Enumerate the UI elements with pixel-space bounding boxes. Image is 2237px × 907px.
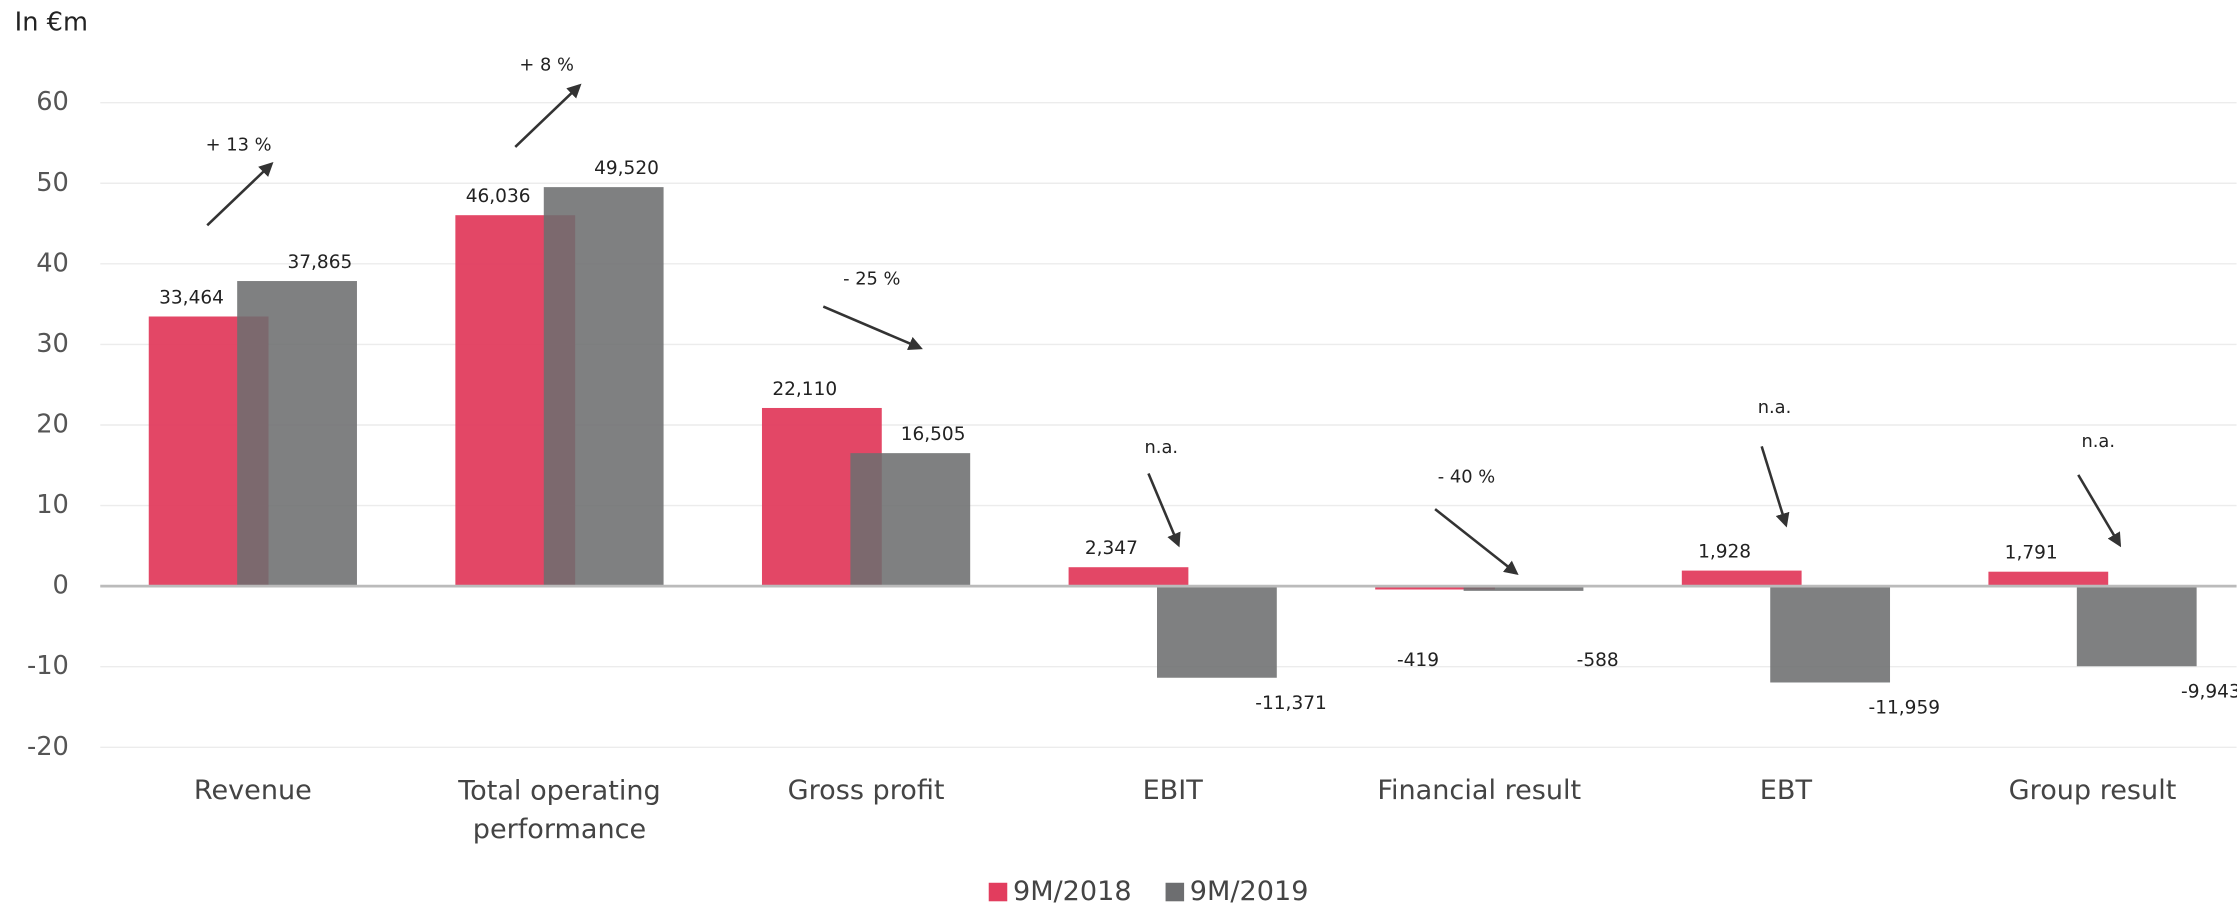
arrow	[514, 83, 582, 148]
arrow	[1147, 472, 1181, 548]
data-label: -9,943	[2181, 681, 2237, 702]
bar	[1375, 586, 1495, 590]
bar	[543, 187, 664, 587]
bar	[1770, 586, 1891, 683]
y-tick-label: 50	[36, 168, 69, 198]
data-label: 1,928	[1698, 542, 1751, 563]
x-tick-label: Revenue	[194, 775, 312, 806]
x-tick-label: EBIT	[1143, 775, 1204, 806]
annotation: n.a.	[1758, 397, 1792, 418]
bar	[1988, 571, 2109, 587]
data-label: -11,959	[1869, 698, 1940, 719]
y-axis-label: In €m	[15, 7, 88, 37]
legend-label: 9M/2019	[1190, 876, 1309, 907]
arrow	[206, 162, 274, 227]
x-tick-label: Gross profit	[788, 775, 945, 806]
annotations: + 13 % + 8 % - 25 % n.a. - 40 % n.a. n.a…	[206, 55, 2122, 576]
bar	[1068, 567, 1189, 587]
y-tick-label: 30	[36, 329, 69, 359]
y-tick-label: -20	[27, 732, 69, 762]
annotation: n.a.	[1145, 437, 1179, 458]
annotation: - 25 %	[843, 269, 900, 290]
y-tick-label: -10	[27, 651, 69, 681]
data-label: 2,347	[1085, 538, 1138, 559]
data-label: 46,036	[466, 186, 531, 207]
x-tick-label: Financial result	[1377, 775, 1581, 806]
x-tick-label: EBT	[1760, 775, 1813, 806]
bar	[1463, 586, 1584, 591]
arrow	[822, 305, 923, 351]
x-tick-label: Group result	[2009, 775, 2177, 806]
bar	[1157, 586, 1277, 678]
bar	[850, 453, 971, 587]
y-tick-label: 0	[53, 571, 69, 601]
annotation: + 13 %	[206, 134, 272, 155]
arrow	[1434, 508, 1519, 576]
annotation: n.a.	[2081, 431, 2115, 452]
y-tick-label: 10	[36, 490, 69, 520]
x-tick-label: Total operating performance	[457, 775, 660, 845]
arrow	[2077, 474, 2122, 548]
legend-swatch	[988, 882, 1008, 902]
data-label: 49,520	[594, 158, 659, 179]
data-label: 16,505	[901, 424, 966, 445]
data-label: 33,464	[159, 287, 224, 308]
data-label: -419	[1397, 650, 1439, 671]
y-tick-label: 20	[36, 409, 69, 439]
annotation: - 40 %	[1438, 467, 1495, 488]
bar	[1681, 570, 1802, 587]
y-tick-label: 40	[36, 248, 69, 278]
data-label: 22,110	[772, 379, 837, 400]
legend-label: 9M/2018	[1013, 876, 1132, 907]
bar	[237, 281, 357, 587]
data-label: -11,371	[1255, 693, 1326, 714]
data-label: 37,865	[287, 252, 352, 273]
y-tick-label: 60	[36, 87, 69, 117]
arrow	[1760, 445, 1790, 528]
legend-swatch	[1165, 882, 1185, 902]
bar	[2076, 586, 2197, 667]
annotation: + 8 %	[519, 55, 574, 76]
data-label: 1,791	[2005, 543, 2058, 564]
data-label: -588	[1577, 650, 1619, 671]
